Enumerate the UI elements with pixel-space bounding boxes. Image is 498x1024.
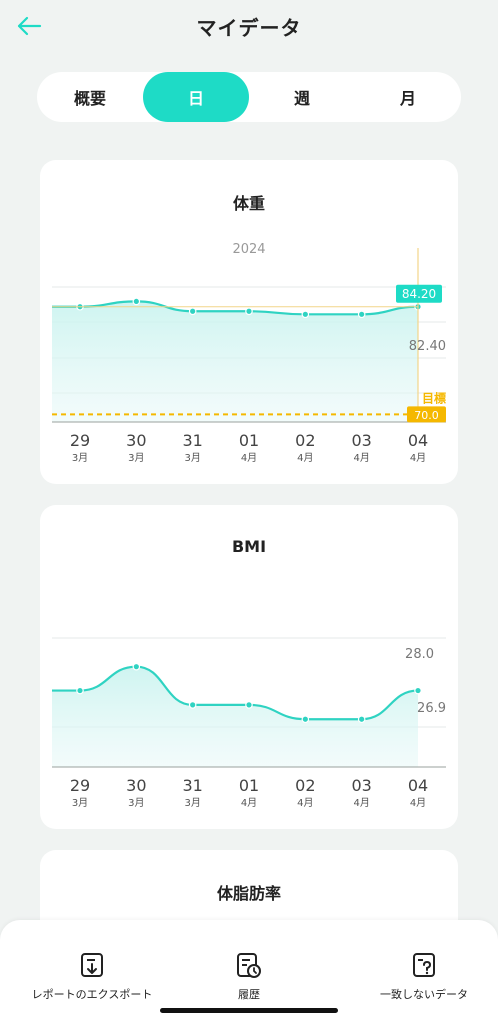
bottom-action-bar: レポートのエクスポート 履歴 一致しないデータ [0, 920, 498, 1024]
x-tick-month-label: 3月 [128, 797, 144, 809]
x-tick-label: 04 [408, 776, 428, 795]
x-tick-month-label: 4月 [353, 452, 369, 464]
x-tick-label: 30 [126, 431, 146, 450]
x-tick-label: 31 [182, 776, 202, 795]
data-point [301, 715, 310, 724]
x-tick-label: 29 [70, 431, 90, 450]
export-report-button[interactable]: レポートのエクスポート [22, 952, 162, 1002]
goal-value-label: 70.0 [414, 409, 439, 422]
data-point [132, 297, 141, 306]
x-tick-label: 02 [295, 431, 315, 450]
tab-day[interactable]: 日 [143, 72, 249, 122]
data-point [414, 686, 422, 695]
history-label: 履歴 [238, 988, 260, 1001]
x-tick-month-label: 4月 [353, 797, 369, 809]
x-tick-label: 01 [239, 776, 259, 795]
data-point [188, 701, 197, 709]
data-point [245, 307, 253, 316]
weight-chart-card[interactable]: 体重 29 3月 30 3月 31 3月 01 4月 02 4月 03 4月 04 4月 2024 82.40… [40, 160, 458, 484]
x-tick-label: 03 [351, 431, 371, 450]
x-tick-month-label: 4月 [410, 797, 426, 809]
history-icon [237, 953, 261, 978]
year-label: 2024 [232, 242, 265, 257]
header: マイデータ [0, 0, 498, 56]
export-report-icon [81, 953, 103, 977]
bmi-chart[interactable]: 29 3月 30 3月 31 3月 01 4月 02 4月 03 4月 04 4月 28.0 26.9 [40, 505, 458, 829]
unmatched-data-label: 一致しないデータ [380, 988, 468, 1001]
export-report-label: レポートのエクスポート [31, 988, 153, 1001]
x-tick-label: 30 [126, 776, 146, 795]
series-area [52, 666, 418, 767]
x-tick-month-label: 3月 [184, 797, 200, 809]
y-tick-label: 26.9 [417, 701, 446, 716]
y-tick-label: 28.0 [405, 647, 434, 662]
x-tick-label: 02 [295, 776, 315, 795]
x-tick-month-label: 3月 [72, 452, 88, 464]
home-indicator [160, 1008, 338, 1013]
back-arrow-icon [17, 16, 42, 36]
x-tick-month-label: 4月 [297, 452, 313, 464]
x-tick-month-label: 4月 [241, 797, 257, 809]
x-tick-label: 03 [351, 776, 371, 795]
data-point [245, 701, 253, 709]
back-button[interactable] [12, 10, 46, 42]
body-fat-chart-title: 体脂肪率 [216, 884, 281, 903]
data-point [76, 686, 84, 695]
goal-value-badge [407, 406, 446, 423]
x-tick-month-label: 3月 [128, 452, 144, 464]
x-tick-label: 01 [239, 431, 259, 450]
page-title: マイデータ [196, 16, 302, 40]
bmi-chart-card[interactable]: BMI 29 3月 30 3月 31 3月 01 4月 02 4月 03 4月 04 4月 28.0 26.9 [40, 505, 458, 829]
data-point [301, 310, 310, 319]
reference-value-label: 82.40 [409, 339, 446, 354]
x-tick-month-label: 3月 [184, 452, 200, 464]
tab-week[interactable]: 週 [293, 89, 310, 108]
x-tick-month-label: 4月 [297, 797, 313, 809]
x-tick-month-label: 4月 [410, 452, 426, 464]
weight-chart-title: 体重 [232, 194, 265, 213]
data-point [132, 662, 141, 671]
bmi-chart-title: BMI [231, 537, 267, 556]
x-tick-month-label: 3月 [72, 797, 88, 809]
weight-chart[interactable]: 29 3月 30 3月 31 3月 01 4月 02 4月 03 4月 04 4月 2024 82.40 目標 7… [40, 160, 458, 484]
unmatched-data-icon [413, 953, 435, 977]
data-point [357, 715, 366, 724]
series-area [52, 301, 418, 422]
tab-overview[interactable]: 概要 [73, 89, 106, 108]
selected-value-badge [396, 284, 442, 303]
period-tabs: 概要 日 週 月 [37, 72, 461, 122]
x-tick-label: 31 [182, 431, 202, 450]
x-tick-month-label: 4月 [241, 452, 257, 464]
unmatched-data-button[interactable]: 一致しないデータ [364, 952, 484, 1002]
data-point [357, 310, 366, 319]
data-point [188, 307, 197, 316]
tab-month[interactable]: 月 [399, 89, 416, 108]
x-tick-label: 04 [408, 431, 428, 450]
selected-value-label: 84.20 [402, 287, 436, 301]
goal-title-label: 目標 [422, 390, 446, 405]
history-button[interactable]: 履歴 [217, 952, 281, 1002]
x-tick-label: 29 [70, 776, 90, 795]
